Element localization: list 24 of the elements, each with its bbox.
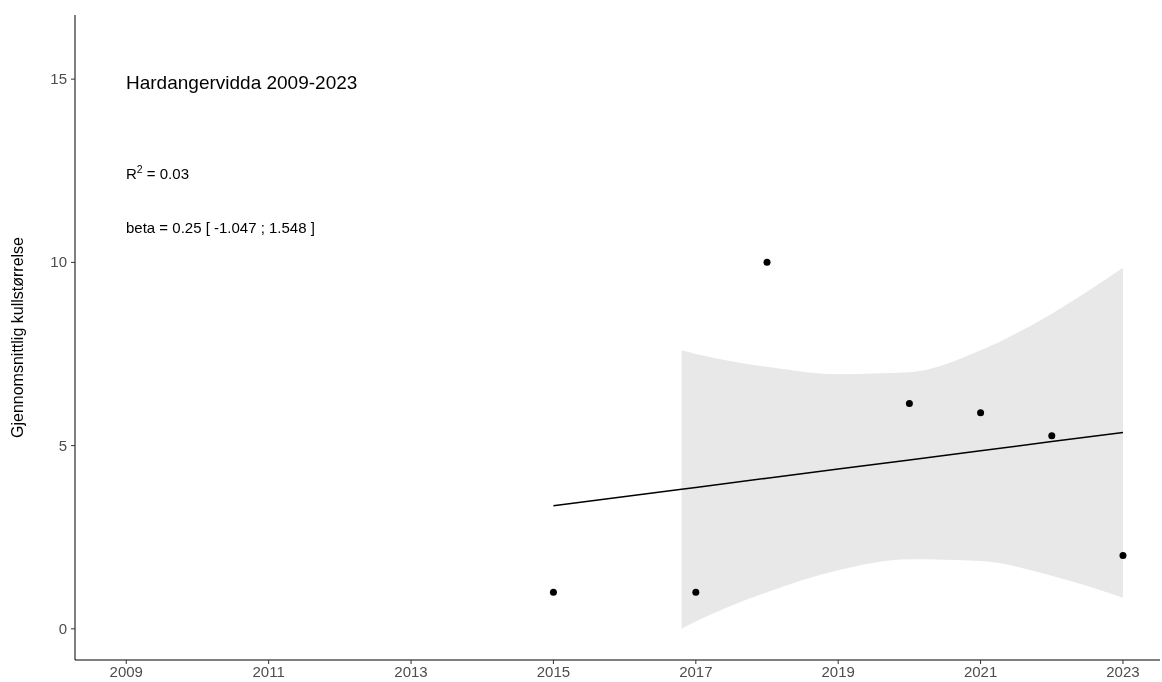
y-tick-label: 5 (58, 436, 67, 454)
y-tick-label: 15 (50, 70, 67, 88)
x-tick-label: 2023 (1106, 663, 1140, 680)
point (905, 399, 913, 407)
annotation: R$^{2}$ = 0.03 (126, 163, 189, 182)
text: Hardangervidda 2009-2023 (126, 72, 358, 93)
x-tick-label: 2021 (963, 663, 998, 680)
point (1048, 432, 1056, 440)
point (977, 409, 985, 417)
line-series (552, 431, 1124, 507)
point (549, 588, 557, 596)
x-tick-label: 2017 (679, 663, 713, 680)
x-tick-label: 2009 (109, 663, 143, 680)
x-tick-label: 2015 (536, 663, 571, 680)
x-tick-label: 2011 (252, 663, 285, 680)
y-axis-title: Gjennomsnittlig kullstørrelse (9, 236, 26, 438)
point (763, 258, 771, 266)
annotation: beta = 0.25 [ -1.047 ; 1.548 ] (126, 219, 315, 236)
x-tick-label: 2019 (821, 663, 855, 680)
point (1119, 552, 1127, 560)
y-tick-label: 10 (50, 253, 67, 271)
point (692, 588, 700, 596)
x-tick-label: 2013 (394, 663, 428, 680)
y-tick-label: 0 (58, 619, 67, 637)
